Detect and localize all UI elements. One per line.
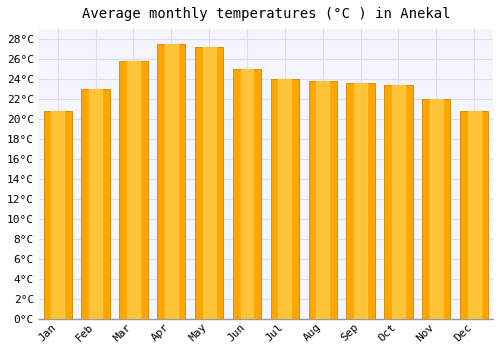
Bar bbox=[354, 83, 367, 319]
Title: Average monthly temperatures (°C ) in Anekal: Average monthly temperatures (°C ) in An… bbox=[82, 7, 450, 21]
Bar bbox=[308, 81, 337, 319]
Bar bbox=[240, 69, 254, 319]
Bar bbox=[460, 111, 488, 319]
Bar bbox=[422, 99, 450, 319]
Bar bbox=[233, 69, 261, 319]
Bar bbox=[384, 85, 412, 319]
Bar bbox=[316, 81, 329, 319]
Bar bbox=[165, 44, 177, 319]
Bar bbox=[157, 44, 186, 319]
Bar bbox=[346, 83, 375, 319]
Bar bbox=[203, 47, 215, 319]
Bar bbox=[270, 79, 299, 319]
Bar bbox=[82, 89, 110, 319]
Bar bbox=[278, 79, 291, 319]
Bar bbox=[89, 89, 102, 319]
Bar bbox=[44, 111, 72, 319]
Bar bbox=[392, 85, 405, 319]
Bar bbox=[430, 99, 442, 319]
Bar bbox=[52, 111, 64, 319]
Bar bbox=[468, 111, 480, 319]
Bar bbox=[119, 61, 148, 319]
Bar bbox=[127, 61, 140, 319]
Bar bbox=[195, 47, 224, 319]
